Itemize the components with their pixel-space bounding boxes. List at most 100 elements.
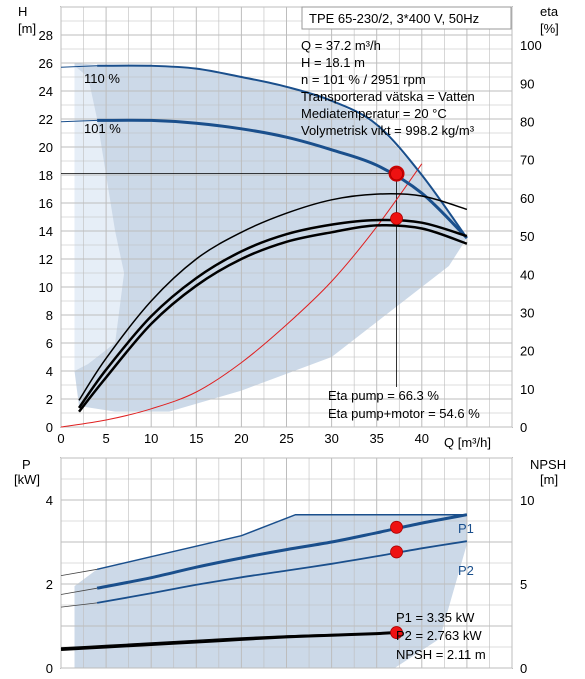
power-limit-curve (96, 513, 467, 571)
operating-point-marker (390, 626, 403, 639)
bottom-curves (60, 513, 468, 651)
chart-title: TPE 65-230/2, 3*400 V, 50Hz (309, 11, 479, 26)
speed-label-101: 101 % (84, 121, 121, 136)
y-left-tick-label: 26 (39, 56, 53, 71)
envelope-area (74, 514, 467, 668)
y-left-tick-label: 4 (46, 493, 53, 508)
y-right-tick-label: 60 (520, 191, 534, 206)
top-operating-envelope (74, 63, 467, 412)
x-tick-label: 25 (279, 431, 293, 446)
y-left-tick-label: 18 (39, 168, 53, 183)
info-block: Q = 37.2 m³/h H = 18.1 m n = 101 % / 295… (301, 38, 475, 138)
y-left-tick-label: 2 (46, 577, 53, 592)
head-curve-110 (97, 64, 468, 239)
top-operating-points (388, 165, 405, 225)
head-efficiency-panel: 0 5 10 15 20 25 30 35 40 02468101214161820222426… (18, 4, 559, 450)
y-left-title-bottom: P (22, 457, 31, 472)
p2-curve (96, 540, 468, 604)
y-right-tick-label: 10 (520, 382, 534, 397)
y-right-tick-label: 90 (520, 76, 534, 91)
eta-pump-text: Eta pump = 66.3 % (328, 388, 439, 403)
info-line: Volymetrisk vikt = 998.2 kg/m³ (301, 123, 475, 138)
y-right-unit: [%] (540, 21, 559, 36)
head-curve-110-lead (60, 65, 98, 68)
p1-lead (60, 587, 98, 595)
y-right-tick-label: 100 (520, 38, 542, 53)
y-right-tick-label: 30 (520, 305, 534, 320)
y-left-tick-label: 0 (46, 661, 53, 676)
y-left-tick-label: 22 (39, 112, 53, 127)
y-left-tick-label: 28 (39, 28, 53, 43)
bottom-grid (60, 457, 513, 669)
y-right-tick-label: 5 (520, 577, 527, 592)
info-line: n = 101 % / 2951 rpm (301, 72, 426, 87)
power-npsh-panel: 0 2 4 0 5 10 P [kW] NPSH [m] P1 P2 P1 = 3.35… (14, 457, 566, 676)
p2-value-text: P2 = 2.763 kW (396, 628, 482, 643)
envelope-area (74, 63, 467, 412)
power-limit-lead (60, 568, 98, 576)
x-axis-label: Q [m³/h] (444, 435, 491, 450)
y-left-tick-label: 16 (39, 196, 53, 211)
y-right-tick-label: 70 (520, 153, 534, 168)
y-left-unit: [m] (18, 21, 36, 36)
p2-lead (60, 602, 98, 608)
x-tick-label: 40 (415, 431, 429, 446)
info-line: H = 18.1 m (301, 55, 365, 70)
eta-pump-motor-text: Eta pump+motor = 54.6 % (328, 406, 480, 421)
head-curve-101 (97, 118, 468, 240)
system-curve (60, 163, 423, 428)
npsh-curve (60, 631, 397, 651)
y-left-tick-label: 8 (46, 308, 53, 323)
operating-point-marker (390, 545, 403, 559)
p1-curve (96, 513, 468, 590)
top-x-ticks: 0 5 10 15 20 25 30 35 40 (57, 431, 429, 446)
x-tick-label: 20 (234, 431, 248, 446)
y-left-tick-label: 20 (39, 140, 53, 155)
efficiency-point-marker (390, 167, 403, 181)
x-tick-label: 30 (324, 431, 338, 446)
x-tick-label: 35 (369, 431, 383, 446)
y-left-tick-label: 12 (39, 252, 53, 267)
y-right-tick-label: 80 (520, 115, 534, 130)
y-right-tick-label: 10 (520, 493, 534, 508)
series-label-p2: P2 (458, 563, 474, 578)
info-line: Transporterad vätska = Vatten (301, 89, 475, 104)
efficiency-point-marker (390, 212, 403, 225)
y-right-tick-label: 0 (520, 420, 527, 435)
y-right-tick-label: 20 (520, 344, 534, 359)
y-left-tick-label: 0 (46, 420, 53, 435)
y-left-tick-label: 24 (39, 84, 53, 99)
y-left-tick-label: 6 (46, 336, 53, 351)
efficiency-curve (78, 223, 468, 413)
y-right-tick-label: 0 (520, 661, 527, 676)
y-right-tick-label: 50 (520, 229, 534, 244)
envelope-light-area (74, 65, 125, 372)
y-right-tick-label: 40 (520, 267, 534, 282)
x-tick-label: 10 (144, 431, 158, 446)
title-box (301, 6, 512, 30)
info-line: Q = 37.2 m³/h (301, 38, 381, 53)
x-tick-label: 15 (189, 431, 203, 446)
y-left-unit-bottom: [kW] (14, 472, 40, 487)
bottom-y-left-ticks: 0 2 4 (46, 493, 53, 676)
speed-label-110: 110 % (84, 71, 120, 86)
head-curve-101-lead (60, 119, 98, 123)
efficiency-curve (78, 193, 468, 401)
x-tick-label: 5 (102, 431, 109, 446)
p1-value-text: P1 = 3.35 kW (396, 610, 475, 625)
x-tick-label: 0 (57, 431, 64, 446)
series-label-p1: P1 (458, 521, 474, 536)
npsh-curve (60, 632, 397, 649)
y-left-tick-label: 14 (39, 224, 53, 239)
bottom-y-right-ticks: 0 5 10 (520, 493, 534, 676)
y-right-title: eta (540, 4, 559, 19)
info-line: Mediatemperatur = 20 °C (301, 106, 447, 121)
y-right-title-bottom: NPSH (530, 457, 566, 472)
npsh-value-text: NPSH = 2.11 m (396, 647, 486, 662)
bottom-operating-points (390, 520, 403, 639)
y-right-unit-bottom: [m] (540, 472, 558, 487)
bottom-operating-envelope (74, 514, 467, 668)
operating-point-marker (390, 520, 403, 534)
